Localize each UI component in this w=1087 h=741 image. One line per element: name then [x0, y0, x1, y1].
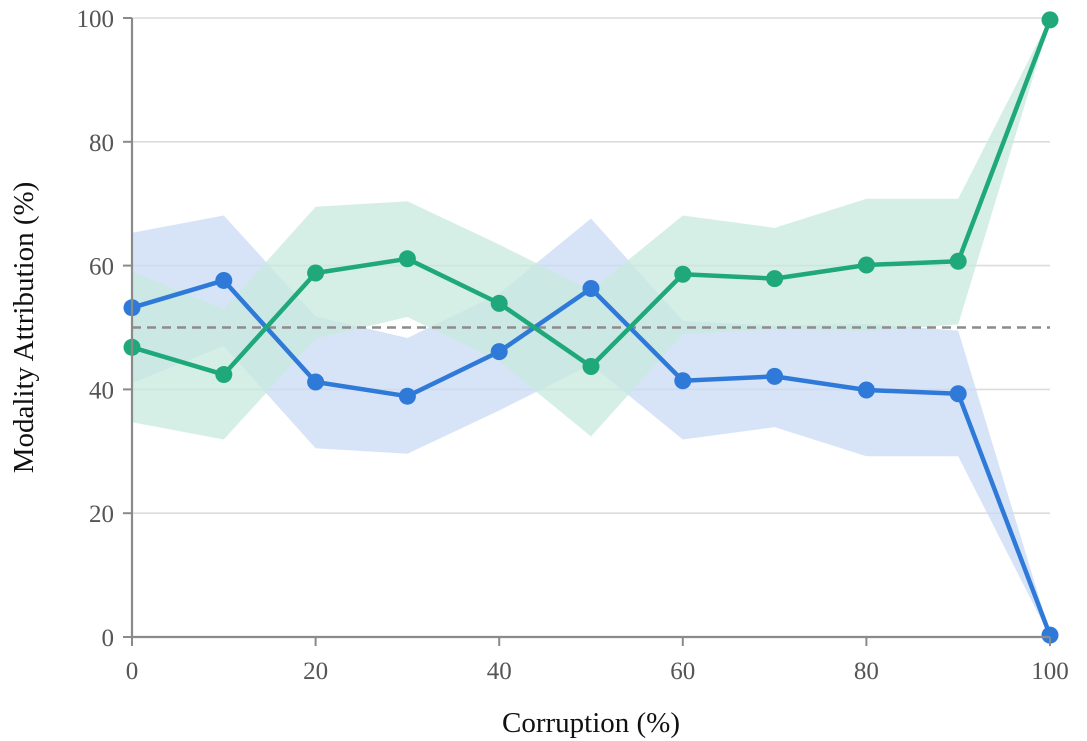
y-tick-label-0: 0 — [102, 625, 115, 652]
data-point-s1-70 — [766, 367, 784, 385]
data-point-s1-50 — [582, 280, 600, 298]
data-points — [123, 11, 1059, 644]
axes — [123, 17, 1051, 646]
data-point-s2-30 — [398, 250, 416, 268]
data-point-s2-40 — [490, 294, 508, 312]
y-tick-label-20: 20 — [89, 501, 114, 528]
data-point-s1-100 — [1041, 626, 1059, 644]
x-tick-label-0: 0 — [126, 658, 139, 685]
x-tick-label-60: 60 — [670, 658, 695, 685]
data-point-s1-80 — [857, 381, 875, 399]
data-point-s2-70 — [766, 270, 784, 288]
y-tick-label-100: 100 — [77, 6, 115, 33]
x-tick-label-20: 20 — [303, 658, 328, 685]
data-point-s2-50 — [582, 357, 600, 375]
data-point-s2-100 — [1041, 11, 1059, 29]
tick-labels: 0 20 40 60 80 100 0 20 40 60 80 100 — [77, 6, 1069, 685]
x-tick-label-100: 100 — [1031, 658, 1069, 685]
confidence-bands — [132, 18, 1050, 637]
x-tick-label-80: 80 — [854, 658, 879, 685]
confidence-band-2 — [132, 18, 1050, 440]
data-point-s2-90 — [949, 252, 967, 270]
x-tick-label-40: 40 — [487, 658, 512, 685]
data-point-s1-20 — [307, 373, 325, 391]
y-axis-label: Modality Attribution (%) — [8, 182, 40, 474]
data-point-s1-30 — [398, 387, 416, 405]
y-tick-label-40: 40 — [89, 377, 114, 404]
data-point-s2-10 — [215, 366, 233, 384]
y-tick-label-60: 60 — [89, 254, 114, 281]
data-point-s1-90 — [949, 385, 967, 403]
data-point-s1-60 — [674, 372, 692, 390]
data-point-s2-80 — [857, 256, 875, 274]
data-point-s2-20 — [307, 264, 325, 282]
x-axis-label: Corruption (%) — [502, 707, 680, 739]
y-tick-label-80: 80 — [89, 130, 114, 157]
data-point-s2-60 — [674, 265, 692, 283]
data-point-s1-10 — [215, 271, 233, 289]
data-point-s1-40 — [490, 343, 508, 361]
